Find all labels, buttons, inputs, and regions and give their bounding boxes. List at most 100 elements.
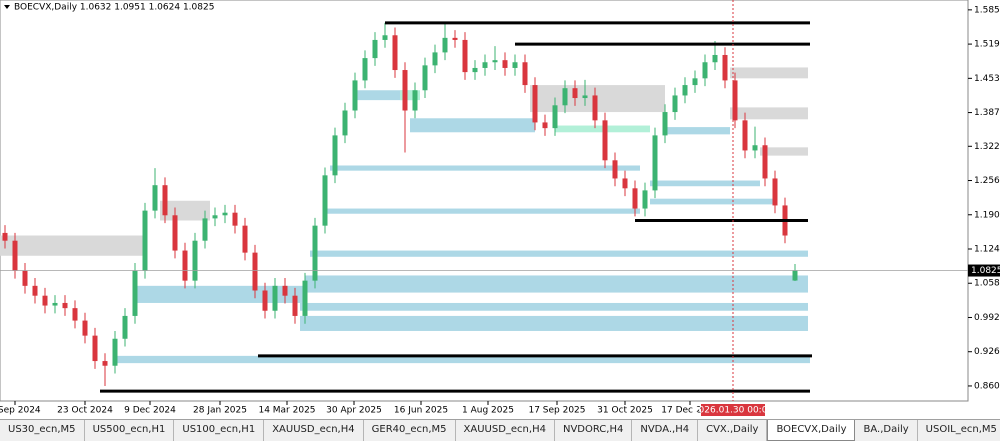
candle-body: [192, 240, 198, 281]
candle-body: [352, 80, 358, 111]
time-cursor-label: 2026.01.30 00:00: [693, 406, 774, 416]
zone: [650, 198, 775, 205]
candle-body: [232, 212, 238, 226]
candle-body: [522, 62, 528, 86]
candle-body: [622, 178, 628, 189]
candle-body: [542, 122, 548, 129]
x-tick-label: 14 Mar 2025: [258, 406, 315, 416]
candle-body: [692, 78, 698, 86]
title-arrow[interactable]: [4, 5, 10, 9]
candle-body: [702, 62, 708, 79]
candle-body: [382, 35, 388, 40]
zone: [760, 147, 808, 156]
candle-body: [262, 290, 268, 311]
candle-body: [172, 215, 178, 251]
x-tick-label: 17 Sep 2025: [528, 406, 585, 416]
candle-body: [432, 52, 438, 66]
symbol-tab[interactable]: CVX.,Daily: [698, 420, 768, 441]
x-tick-label: 31 Oct 2025: [597, 406, 653, 416]
chart: 1.5850 1.5190 1.4530 1.3870 1.3220 1.2560 1.19…: [0, 0, 1000, 416]
candle-body: [462, 39, 468, 73]
candle-body: [42, 295, 48, 306]
candle-body: [252, 252, 258, 291]
candle-body: [752, 145, 758, 151]
chart-title: BOECVX,Daily 1.0632 1.0951 1.0624 1.0825: [14, 3, 214, 13]
zone: [0, 235, 145, 256]
candle-body: [732, 80, 738, 121]
x-tick-label: 28 Jan 2025: [193, 406, 247, 416]
zone: [330, 165, 640, 171]
zone: [730, 67, 808, 79]
x-tick-label: 30 Apr 2025: [326, 406, 382, 416]
candle-body: [102, 361, 108, 366]
zone: [135, 285, 305, 303]
candle-body: [72, 308, 78, 321]
candle-body: [92, 335, 98, 362]
overlays: 1.0825 2026.01.30 00:00: [0, 0, 1000, 416]
candle-body: [482, 62, 488, 68]
candle-body: [712, 54, 718, 63]
candle-body: [332, 135, 338, 176]
candle-body: [412, 90, 418, 111]
y-tick-label: 1.1900: [974, 210, 1000, 220]
y-tick-label: 1.3220: [974, 142, 1000, 152]
symbol-tab[interactable]: US30_ecn,M5: [0, 420, 85, 441]
symbol-tab[interactable]: USOIL_ecn,M5: [918, 420, 1000, 441]
candle-body: [582, 95, 588, 99]
zone: [300, 302, 808, 311]
zone: [325, 208, 640, 214]
tab-bar: US30_ecn,M5 US500_ecn,H1 US100_ecn,H1 XAUUS…: [0, 419, 1000, 441]
candle-body: [182, 250, 188, 281]
candle-body: [342, 110, 348, 136]
x-tick-label: 23 Oct 2024: [57, 406, 113, 416]
y-tick-label: 1.5190: [974, 40, 1000, 50]
symbol-tab[interactable]: US500_ecn,H1: [85, 420, 175, 441]
symbol-tab[interactable]: XAUUSD_ecn,H4: [456, 420, 555, 441]
candle-body: [242, 225, 248, 253]
candle-body: [132, 270, 138, 316]
zone: [115, 355, 810, 364]
x-tick-label: 1 Aug 2025: [462, 406, 514, 416]
y-tick-label: 0.8600: [974, 381, 1000, 391]
candle-body: [322, 175, 328, 226]
symbol-tab[interactable]: NVDORC,H4: [555, 420, 633, 441]
candle-body: [392, 35, 398, 71]
candle-body: [532, 85, 538, 123]
candle-body: [602, 120, 608, 161]
candle-body: [12, 240, 18, 271]
candle-body: [402, 70, 408, 111]
candle-body: [32, 285, 38, 296]
zone: [300, 315, 808, 331]
symbol-tab[interactable]: GER40_ecn,M5: [364, 420, 456, 441]
zone: [410, 118, 535, 133]
y-tick-label: 1.5850: [974, 5, 1000, 15]
candle-body: [682, 85, 688, 96]
candle-body: [202, 218, 208, 241]
candle-body: [282, 285, 288, 296]
zone: [665, 127, 730, 135]
candle-body: [592, 95, 598, 121]
candle-body: [302, 280, 308, 316]
candle-body: [212, 215, 218, 219]
symbol-tab[interactable]: NVDA.,H4: [632, 420, 699, 441]
candle-body: [362, 58, 368, 81]
candle-body: [272, 285, 278, 311]
symbol-tab[interactable]: BOECVX,Daily: [767, 420, 856, 441]
candle-body: [142, 210, 148, 271]
candle-body: [62, 302, 68, 309]
last-price-box: [968, 264, 1000, 277]
symbol-tab[interactable]: XAUUSD_ecn,H4: [264, 420, 364, 441]
symbol-tab[interactable]: BA.,Daily: [855, 420, 918, 441]
zone: [305, 275, 808, 293]
x-tick-label: 9 Dec 2024: [124, 406, 176, 416]
candle-body: [112, 338, 118, 366]
candle-body: [472, 67, 478, 73]
candle-body: [512, 62, 518, 68]
candle-body: [722, 54, 728, 81]
candle-body: [442, 37, 448, 53]
x-tick-label: 9 Sep 2024: [0, 406, 41, 416]
zone: [730, 107, 808, 120]
symbol-tab[interactable]: US100_ecn,H1: [174, 420, 265, 441]
